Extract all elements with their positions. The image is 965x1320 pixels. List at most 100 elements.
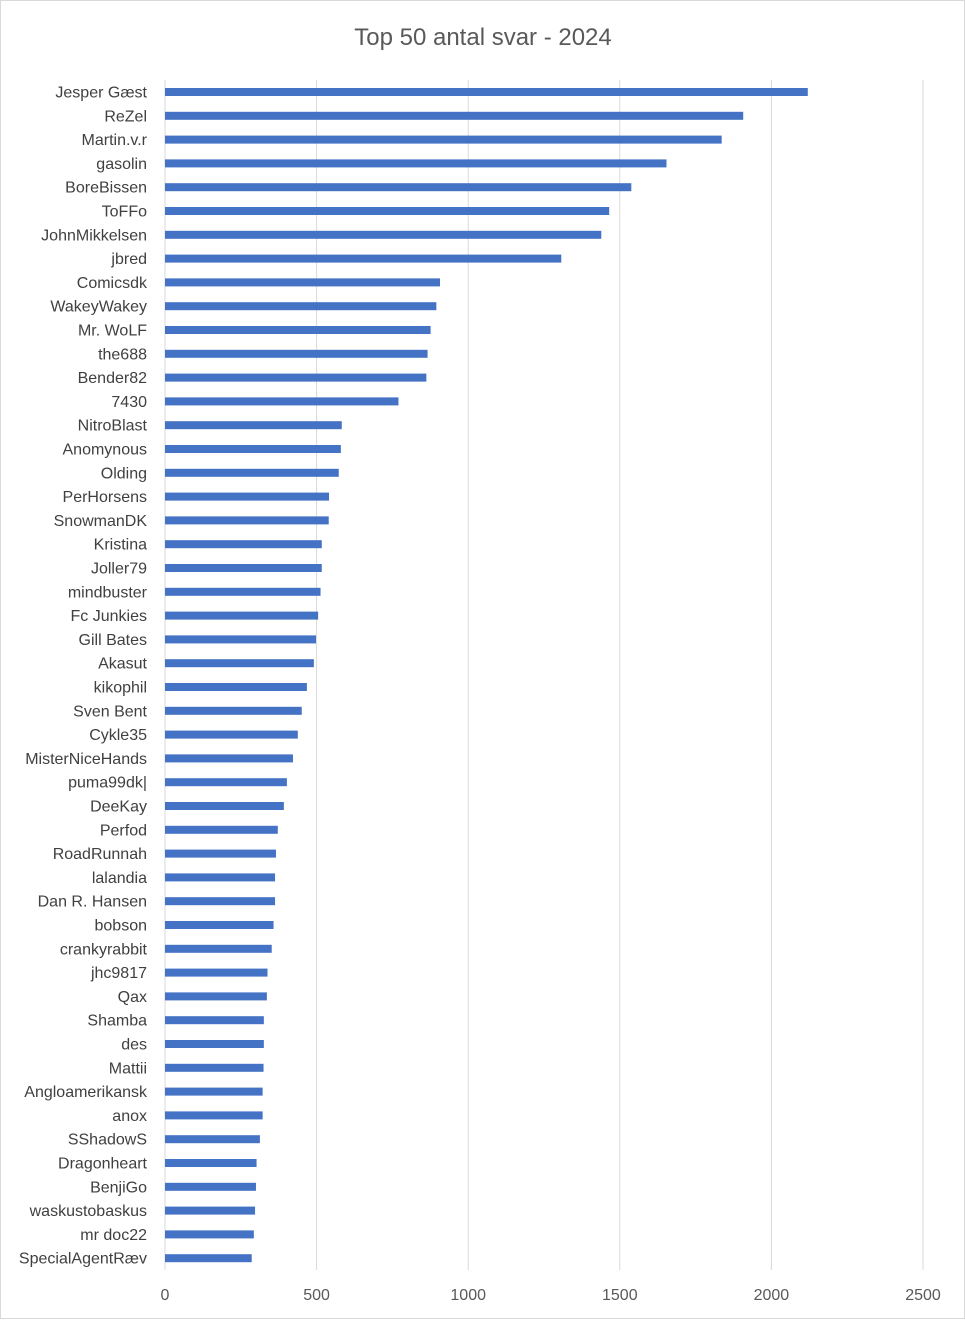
category-label: NitroBlast (78, 418, 148, 435)
bar (165, 1182, 256, 1191)
bar (165, 611, 319, 620)
category-label: Olding (101, 465, 147, 482)
category-label: Shamba (87, 1013, 147, 1030)
bar (165, 349, 428, 358)
bar (165, 968, 268, 977)
category-label: Sven Bent (73, 703, 147, 720)
category-label: Anomynous (63, 442, 148, 459)
category-label: 7430 (111, 394, 147, 411)
bar (165, 254, 562, 263)
bar (165, 1063, 264, 1072)
bar (165, 1111, 263, 1120)
category-label: Dragonheart (58, 1156, 148, 1173)
category-label: DeeKay (90, 799, 147, 816)
category-label: Cykle35 (89, 727, 147, 744)
x-axis-tick-labels: 0 500 1000 1500 2000 2500 (161, 1287, 941, 1304)
bar (165, 1087, 263, 1096)
category-label: SShadowS (68, 1132, 147, 1149)
category-label: jhc9817 (90, 965, 147, 982)
bar (165, 921, 274, 929)
bar (165, 445, 341, 453)
category-label: JohnMikkelsen (41, 227, 147, 244)
bar (165, 1230, 254, 1239)
bar (165, 111, 744, 120)
category-label: SnowmanDK (54, 513, 148, 530)
category-label: ToFFo (102, 204, 147, 221)
x-tick-label: 1500 (602, 1287, 638, 1304)
bar (165, 159, 667, 168)
category-label: Fc Junkies (71, 608, 147, 625)
bar (165, 706, 302, 715)
category-label: BenjiGo (90, 1179, 147, 1196)
category-label: Angloamerikansk (24, 1084, 148, 1101)
bar (165, 849, 276, 858)
category-label: waskustobaskus (29, 1203, 147, 1220)
category-label: crankyrabbit (60, 941, 148, 958)
bar (165, 421, 342, 430)
x-tick-label: 2000 (754, 1287, 790, 1304)
category-label: Jesper Gæst (55, 85, 147, 102)
bar (165, 373, 427, 382)
bar (165, 326, 431, 334)
x-tick-label: 1000 (450, 1287, 486, 1304)
chart-title: Top 50 antal svar - 2024 (354, 24, 612, 51)
bar (165, 1206, 256, 1215)
category-label: Perfod (100, 822, 147, 839)
bar (165, 873, 276, 882)
category-label: Gill Bates (79, 632, 147, 649)
category-label: BoreBissen (65, 180, 147, 197)
category-label: jbred (110, 251, 147, 268)
category-label: mr doc22 (80, 1227, 147, 1244)
bar (165, 754, 293, 763)
bar (165, 540, 322, 549)
bar (165, 587, 321, 596)
category-label: Comicsdk (77, 275, 148, 292)
bar (165, 397, 399, 406)
bar (165, 802, 284, 810)
bar (165, 516, 329, 525)
category-label: Kristina (94, 537, 147, 554)
category-label: Martin.v.r (82, 132, 148, 149)
bar (165, 1159, 257, 1167)
bar (165, 88, 808, 96)
bar (165, 825, 278, 834)
bar (165, 683, 307, 691)
bar (165, 1040, 264, 1048)
category-label: gasolin (96, 156, 147, 173)
category-label: bobson (95, 918, 148, 935)
category-label: RoadRunnah (53, 846, 147, 863)
category-label: Mattii (109, 1060, 147, 1077)
bar (165, 992, 267, 1001)
category-label: Qax (118, 989, 147, 1006)
bar (165, 564, 322, 572)
category-label: Bender82 (78, 370, 147, 387)
x-tick-label: 500 (303, 1287, 330, 1304)
category-label: Mr. WoLF (78, 323, 147, 340)
category-label: SpecialAgentRæv (19, 1251, 147, 1268)
bar (165, 468, 339, 477)
category-label: the688 (98, 346, 147, 363)
bar (165, 302, 437, 311)
category-label: Joller79 (91, 561, 147, 578)
category-label: puma99dk| (68, 775, 147, 792)
category-label: kikophil (94, 680, 147, 697)
bar (165, 1135, 260, 1144)
category-label: PerHorsens (63, 489, 147, 506)
category-label: mindbuster (68, 584, 148, 601)
x-tick-label: 0 (161, 1287, 170, 1304)
category-label: MisterNiceHands (25, 751, 147, 768)
category-label: WakeyWakey (50, 299, 147, 316)
category-label: lalandia (92, 870, 147, 887)
bar (165, 135, 722, 144)
bars (165, 88, 808, 1263)
bar (165, 492, 330, 501)
category-labels: Jesper Gæst ReZel Martin.v.r gasolin BoreBis… (19, 85, 148, 1268)
bar (165, 635, 316, 644)
category-label: des (121, 1037, 147, 1054)
category-label: anox (112, 1108, 147, 1125)
category-label: ReZel (104, 108, 147, 125)
bar (165, 730, 298, 739)
category-label: Akasut (98, 656, 147, 673)
